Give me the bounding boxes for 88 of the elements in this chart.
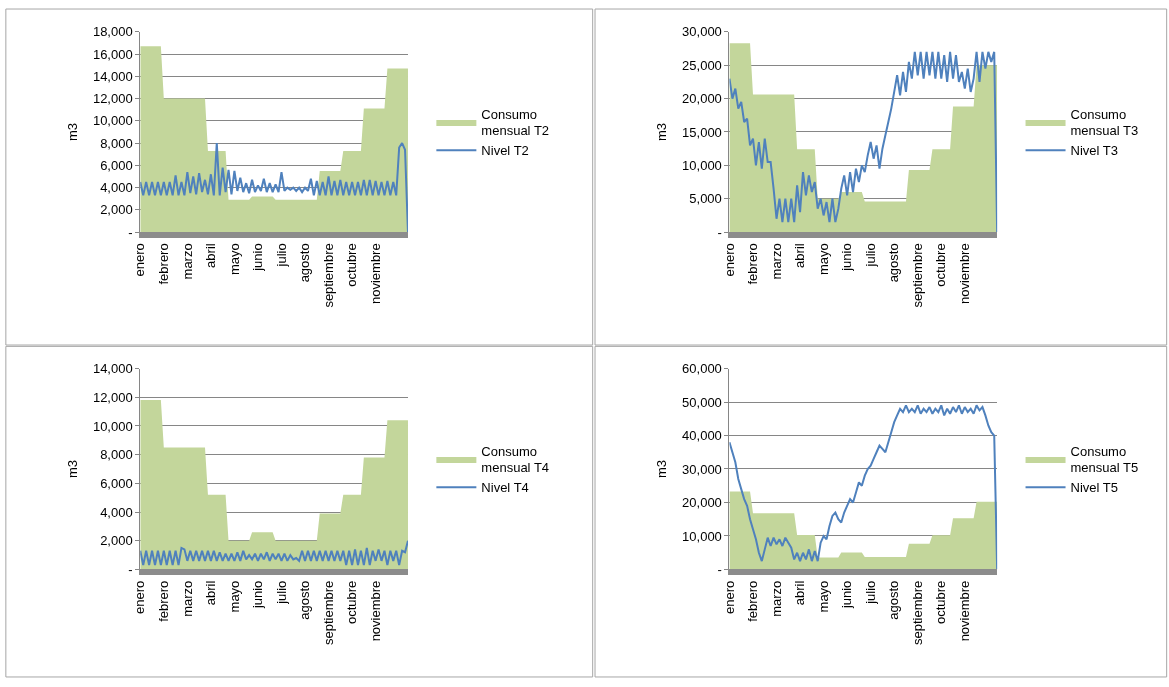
y-tick-label: - [128,224,133,240]
x-tick-label: agosto [297,580,313,620]
x-tick-label: octubre [933,243,949,287]
x-tick-label: junio [839,243,855,272]
x-tick-label: febrero [745,243,761,285]
x-tick-label: mayo [815,580,831,613]
x-tick-label: enero [721,580,737,614]
y-tick-label: 18,000 [92,24,133,40]
y-tick-label: - [128,562,133,578]
x-tick-label: septiembre [320,243,336,308]
y-tick-label: 30,000 [682,461,722,477]
y-tick-label: 6,000 [100,157,133,173]
x-tick-label: marzo [179,580,195,617]
y-tick-label: 14,000 [92,361,133,377]
y-tick-label: 16,000 [92,46,133,62]
x-tick-label: agosto [297,243,313,283]
x-tick-label: octubre [344,580,360,625]
x-tick-label: noviembre [957,243,973,305]
x-tick-label: marzo [768,243,784,280]
x-tick-label: febrero [156,580,172,622]
x-tick-label: noviembre [957,580,973,642]
x-tick-label: octubre [933,580,949,625]
y-tick-label: 50,000 [682,394,722,410]
legend-label: Consumo mensual T4 [481,443,550,476]
y-tick-label: 14,000 [92,68,133,84]
y-tick-label: 25,000 [682,57,722,73]
x-tick-label: abril [203,580,219,606]
x-tick-label: abril [792,243,808,268]
y-tick-label: 15,000 [682,124,722,140]
x-tick-label: septiembre [909,243,925,308]
y-axis-title: m3 [654,122,670,142]
x-tick-label: enero [721,243,737,277]
legend-label: Nivel T4 [481,480,529,496]
y-tick-label: 10,000 [92,113,133,129]
legend-label: Nivel T5 [1070,480,1118,496]
y-axis-title: m3 [64,122,80,142]
y-tick-label: 6,000 [100,475,133,491]
y-tick-label: 10,000 [682,528,722,544]
x-tick-label: julio [273,243,289,268]
y-axis-title: m3 [654,459,670,479]
x-tick-label: enero [132,580,148,614]
x-tick-label: marzo [768,580,784,617]
y-tick-label: 10,000 [92,418,133,434]
y-tick-label: 5,000 [689,191,722,207]
x-tick-label: febrero [156,243,172,285]
y-tick-label: 12,000 [92,389,133,405]
y-tick-label: 40,000 [682,428,722,444]
x-tick-label: febrero [745,580,761,622]
y-tick-label: 4,000 [100,180,133,196]
legend-label: Consumo mensual T5 [1070,443,1139,476]
legend-label: Nivel T3 [1070,143,1118,159]
y-tick-label: 20,000 [682,495,722,511]
x-tick-label: junio [250,580,266,610]
y-axis-title: m3 [64,459,80,479]
y-tick-label: 2,000 [100,533,133,549]
x-tick-label: junio [250,243,266,272]
x-tick-label: octubre [344,243,360,287]
x-tick-label: abril [203,243,219,268]
x-tick-label: junio [839,580,855,610]
legend-label: Consumo mensual T2 [481,106,550,139]
y-tick-label: 8,000 [100,135,133,151]
x-tick-label: julio [862,580,878,605]
x-tick-label: marzo [179,243,195,280]
legend-label: Consumo mensual T3 [1070,106,1139,139]
x-tick-label: mayo [815,243,831,276]
x-tick-label: abril [792,580,808,606]
y-tick-label: 10,000 [682,157,722,173]
y-tick-label: 12,000 [92,91,133,107]
x-tick-label: agosto [886,580,902,620]
y-tick-label: - [717,224,722,240]
x-tick-label: mayo [226,243,242,276]
y-tick-label: - [717,562,722,578]
x-tick-label: septiembre [909,580,925,645]
y-tick-label: 8,000 [100,447,133,463]
y-tick-label: 20,000 [682,91,722,107]
y-tick-label: 4,000 [100,504,133,520]
x-tick-label: julio [862,243,878,268]
y-tick-label: 2,000 [100,202,133,218]
y-tick-label: 30,000 [682,24,722,40]
x-tick-label: noviembre [367,243,383,305]
x-tick-label: septiembre [320,580,336,645]
x-tick-label: julio [273,580,289,605]
x-tick-label: agosto [886,243,902,283]
x-tick-label: enero [132,243,148,277]
x-tick-label: noviembre [367,580,383,642]
legend-label: Nivel T2 [481,143,529,159]
x-tick-label: mayo [226,580,242,613]
y-tick-label: 60,000 [682,361,722,377]
